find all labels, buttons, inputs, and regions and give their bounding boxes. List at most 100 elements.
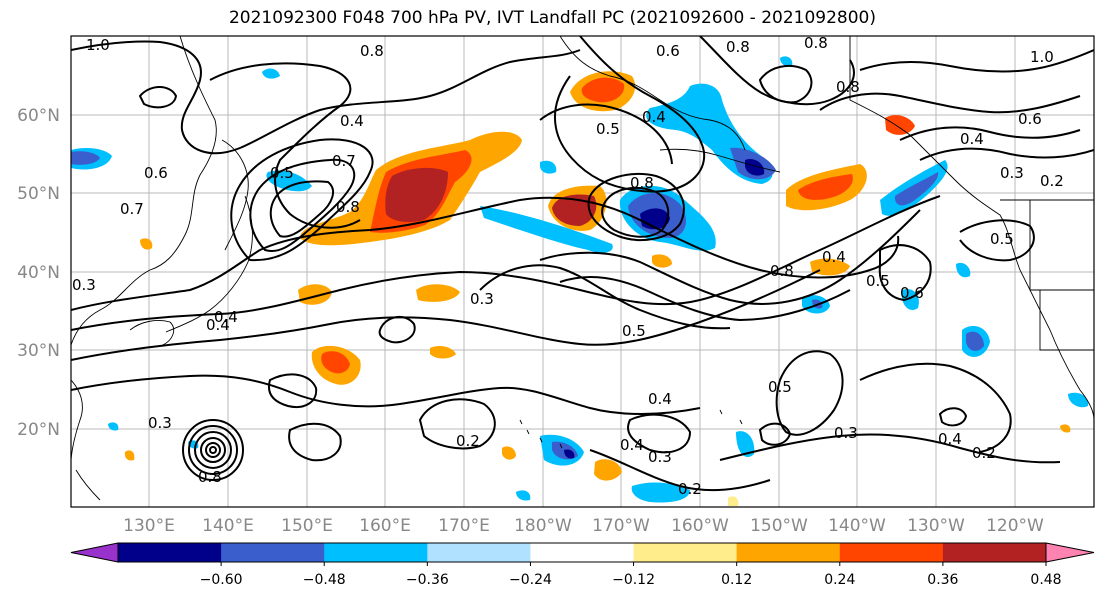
anomaly-shade [956,262,971,278]
shaded-anomalies [71,56,1089,506]
contour-label: 0.3 [470,290,494,308]
contour-label: 0.5 [270,164,294,182]
contour-label: 0.4 [620,436,644,454]
pv-contour [479,264,731,330]
contour-label: 0.4 [938,430,962,448]
typhoon-contour [188,425,238,475]
lon-tick-label: 180°W [514,516,572,536]
typhoon-contour [182,419,244,481]
contour-label: 0.2 [1040,172,1064,190]
anomaly-shade [516,490,531,501]
lon-tick-label: 130°E [123,516,175,536]
contour-label: 0.2 [456,432,480,450]
pv-contour [775,350,844,436]
latitude-ticks: 60°N 50°N 40°N 30°N 20°N [17,106,60,440]
colorbar-segment [633,543,738,562]
colorbar-tick-label: −0.48 [303,572,346,588]
pv-contour [589,449,771,492]
anomaly-shade [108,422,119,431]
typhoon-contour [200,437,226,463]
typhoon-contour [194,431,232,469]
lon-tick-label: 170°E [438,516,490,536]
colorbar-segment [324,543,428,562]
lon-tick-label: 160°E [359,516,411,536]
pv-contour [71,269,821,361]
contour-label: 0.5 [990,230,1014,248]
colorbar-tick-label: 0.24 [824,572,855,588]
lat-tick-label: 20°N [17,420,60,440]
lon-tick-label: 160°W [671,516,729,536]
coastline-alaska [559,36,746,151]
pv-contour [627,413,692,454]
pv-contour [539,103,673,165]
lon-tick-label: 140°E [202,516,254,536]
coastline-japan-south [129,319,174,347]
lon-tick-label: 170°W [592,516,650,536]
map-border [70,35,1095,508]
colorbar-outline [117,542,1047,563]
anomaly-shade [885,115,915,135]
pv-contour [559,276,851,322]
pv-contour [230,138,374,262]
contour-label: 0.3 [72,276,96,294]
lon-tick-label: 130°W [907,516,965,536]
contour-label: 0.3 [834,424,858,442]
typhoon-contour [209,446,217,454]
lon-tick-label: 120°W [986,516,1044,536]
pv-contour [71,40,581,155]
lon-tick-label: 150°E [281,516,333,536]
contour-label: 1.0 [86,36,110,54]
contour-label: 0.8 [360,42,384,60]
contour-label: 0.3 [648,448,672,466]
pv-contour [71,374,701,415]
pv-contour [288,422,342,462]
anomaly-shade [71,151,100,165]
pv-contour [859,362,1012,453]
anomaly-shade [298,284,332,305]
pv-contour [539,209,921,305]
contour-label: 0.3 [1000,164,1024,182]
anomaly-shade [966,331,984,351]
contour-label: 0.4 [340,112,364,130]
figure-title: 2021092300 F048 700 hPa PV, IVT Landfall… [228,8,876,28]
contour-label: 0.4 [960,130,984,148]
lon-tick-label: 150°W [750,516,808,536]
anomaly-shade [564,449,575,459]
contour-label: 0.2 [972,444,996,462]
anomaly-shade [901,288,919,310]
pv-contour [268,373,318,408]
pv-contour [269,180,335,238]
contour-label: 0.2 [678,480,702,498]
contour-label: 0.5 [768,378,792,396]
colorbar-segment [942,543,1047,562]
colorbar: −0.60 −0.48 −0.36 −0.24 −0.12 0.12 0.24 0.36 0.4… [70,542,1095,588]
anomaly-shade [594,459,622,481]
contour-label: 0.5 [866,272,890,290]
contour-label: 0.6 [656,42,680,60]
colorbar-segment [839,543,944,562]
anomaly-shade [416,284,460,302]
contour-label: 1.0 [1030,48,1054,66]
colorbar-tick-label: −0.24 [509,572,552,588]
colorbar-tick-label: 0.12 [721,572,752,588]
colorbar-tick-label: 0.48 [1030,572,1061,588]
lat-tick-label: 30°N [17,341,60,361]
contour-labels: 1.0 0.8 0.6 0.8 0.8 1.0 0.4 0.5 0.4 0.5 … [72,36,1064,498]
state-borders [1029,200,1094,291]
anomaly-shade [321,351,350,374]
anomaly-shade [1068,392,1089,408]
contour-label: 0.4 [648,390,672,408]
anomaly-shade [385,167,448,222]
colorbar-segment [427,543,531,562]
pv-contour [938,407,968,427]
anomaly-shade [798,174,853,200]
pv-contour [71,196,900,311]
pv-contour [859,49,1094,73]
contour-label: 0.8 [630,174,654,192]
pv-contour [819,92,1081,114]
lon-tick-label: 140°W [828,516,886,536]
anomaly-shade [1060,424,1071,433]
pacific-islands [519,409,743,449]
contour-label: 0.6 [144,164,168,182]
